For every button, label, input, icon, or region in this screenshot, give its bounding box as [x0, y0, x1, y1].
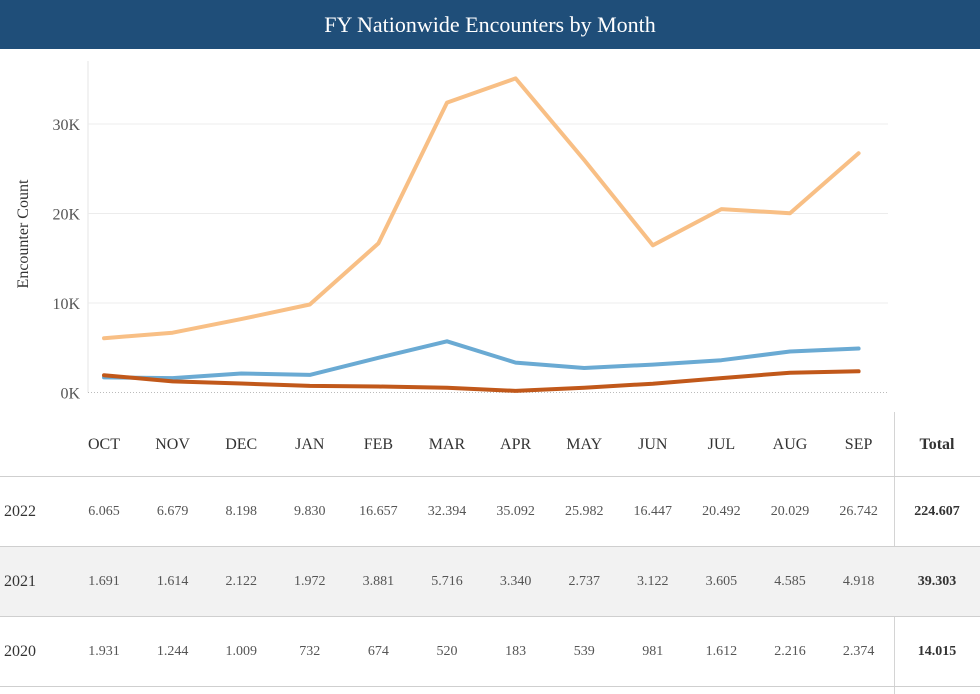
series-line-2021 [102, 339, 861, 381]
value-cell: 6.679 [156, 504, 189, 519]
series-line-2022 [102, 76, 861, 341]
chart-title: FY Nationwide Encounters by Month [0, 0, 980, 49]
value-cell: 4.585 [774, 574, 806, 589]
y-tick-label: 10K [52, 296, 80, 313]
value-cell: 3.122 [637, 574, 669, 589]
value-cell: 1.009 [225, 644, 257, 659]
y-tick-label: 0K [60, 386, 80, 403]
y-tick-label: 20K [52, 207, 80, 224]
value-cell: 1.612 [705, 644, 738, 659]
month-header-jul: JUL [707, 436, 736, 453]
row-total-cell: 14.015 [917, 644, 957, 659]
row-total-cell: 39.303 [917, 574, 957, 589]
value-cell: 20.492 [702, 504, 741, 519]
value-cell: 2.737 [568, 574, 600, 589]
month-header-aug: AUG [772, 436, 808, 453]
y-tick-label: 30K [52, 117, 80, 134]
value-cell: 183 [505, 644, 527, 659]
value-cell: 539 [573, 644, 595, 659]
value-cell: 6.065 [88, 504, 120, 519]
value-cell: 26.742 [839, 504, 878, 519]
month-header-apr: APR [500, 436, 532, 453]
month-header-may: MAY [566, 436, 603, 453]
line-chart: 0K 10K 20K 30K Encounter Count [15, 61, 888, 403]
value-cell: 3.340 [499, 574, 532, 589]
value-cell: 2.374 [842, 644, 875, 659]
month-header-jan: JAN [295, 436, 325, 453]
value-cell: 16.447 [633, 504, 673, 519]
value-cell: 1.614 [156, 574, 189, 589]
value-cell: 20.029 [770, 504, 810, 519]
table-row: 2022 6.065 6.679 8.198 9.830 16.657 32.394 35.0… [0, 477, 980, 547]
row-divider [0, 616, 980, 617]
value-cell: 9.830 [294, 504, 326, 519]
value-cell: 674 [367, 644, 389, 659]
data-table: OCT NOV DEC JAN FEB MAR APR MAY JUN JUL AUG SEP Tot… [0, 412, 980, 694]
row-year-label: 2020 [4, 643, 36, 660]
value-cell: 2.122 [225, 574, 257, 589]
value-cell: 4.918 [842, 574, 875, 589]
value-cell: 32.394 [427, 504, 467, 519]
row-divider [0, 686, 980, 687]
value-cell: 16.657 [359, 504, 398, 519]
month-header-jun: JUN [638, 436, 668, 453]
value-cell: 3.881 [362, 574, 395, 589]
value-cell: 520 [436, 644, 458, 659]
value-cell: 1.691 [88, 574, 120, 589]
table-row: 2020 1.931 1.244 1.009 732 674 520 183 539 981 1.6… [0, 617, 980, 687]
total-column-header: Total [919, 436, 955, 453]
value-cell: 5.716 [431, 574, 463, 589]
value-cell: 25.982 [564, 504, 604, 519]
month-header-sep: SEP [844, 436, 873, 453]
month-header-mar: MAR [428, 436, 466, 453]
row-divider [0, 546, 980, 547]
value-cell: 981 [642, 644, 664, 659]
month-header-nov: NOV [155, 436, 190, 453]
value-cell: 3.605 [705, 574, 738, 589]
value-cell: 1.972 [294, 574, 326, 589]
series-line-2020 [102, 369, 861, 393]
row-year-label: 2022 [4, 503, 36, 520]
value-cell: 732 [299, 644, 321, 659]
value-cell: 8.198 [225, 504, 257, 519]
value-cell: 1.931 [88, 644, 120, 659]
month-header-dec: DEC [225, 436, 258, 453]
value-cell: 2.216 [774, 644, 806, 659]
month-header-oct: OCT [88, 436, 120, 453]
value-cell: 35.092 [496, 504, 535, 519]
row-year-label: 2021 [4, 573, 36, 590]
value-cell: 1.244 [156, 644, 189, 659]
row-divider [0, 476, 980, 477]
table-row: 2021 1.691 1.614 2.122 1.972 3.881 5.716 3.340 2… [0, 547, 980, 617]
row-total-cell: 224.607 [914, 504, 960, 519]
month-header-feb: FEB [363, 436, 394, 453]
y-axis-title: Encounter Count [15, 179, 32, 288]
